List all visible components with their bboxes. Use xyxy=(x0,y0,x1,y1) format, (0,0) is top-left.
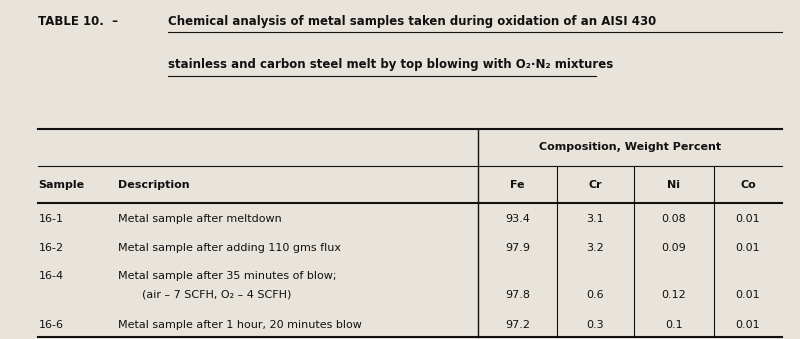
Text: 0.12: 0.12 xyxy=(662,290,686,300)
Text: 0.08: 0.08 xyxy=(662,214,686,224)
Text: 3.2: 3.2 xyxy=(586,243,604,253)
Text: 0.1: 0.1 xyxy=(665,320,682,330)
Text: 93.4: 93.4 xyxy=(505,214,530,224)
Text: Composition, Weight Percent: Composition, Weight Percent xyxy=(539,142,722,153)
Text: Metal sample after 35 minutes of blow;: Metal sample after 35 minutes of blow; xyxy=(118,272,337,281)
Text: Fe: Fe xyxy=(510,180,525,190)
Text: Description: Description xyxy=(118,180,190,190)
Text: Ni: Ni xyxy=(667,180,680,190)
Text: 0.6: 0.6 xyxy=(586,290,604,300)
Text: 16-2: 16-2 xyxy=(38,243,63,253)
Text: 97.9: 97.9 xyxy=(505,243,530,253)
Text: Co: Co xyxy=(740,180,756,190)
Text: Sample: Sample xyxy=(38,180,85,190)
Text: Metal sample after meltdown: Metal sample after meltdown xyxy=(118,214,282,224)
Text: TABLE 10.  –: TABLE 10. – xyxy=(38,15,118,28)
Text: 16-1: 16-1 xyxy=(38,214,63,224)
Text: 97.8: 97.8 xyxy=(505,290,530,300)
Text: Metal sample after adding 110 gms flux: Metal sample after adding 110 gms flux xyxy=(118,243,342,253)
Text: 0.01: 0.01 xyxy=(736,214,760,224)
Text: 0.01: 0.01 xyxy=(736,243,760,253)
Text: Chemical analysis of metal samples taken during oxidation of an AISI 430: Chemical analysis of metal samples taken… xyxy=(168,15,656,28)
Text: stainless and carbon steel melt by top blowing with O₂·N₂ mixtures: stainless and carbon steel melt by top b… xyxy=(168,58,614,71)
Text: 16-4: 16-4 xyxy=(38,272,63,281)
Text: 97.2: 97.2 xyxy=(505,320,530,330)
Text: 0.3: 0.3 xyxy=(586,320,604,330)
Text: 0.01: 0.01 xyxy=(736,320,760,330)
Text: 0.09: 0.09 xyxy=(662,243,686,253)
Text: 3.1: 3.1 xyxy=(586,214,604,224)
Text: 16-6: 16-6 xyxy=(38,320,63,330)
Text: 0.01: 0.01 xyxy=(736,290,760,300)
Text: (air – 7 SCFH, O₂ – 4 SCFH): (air – 7 SCFH, O₂ – 4 SCFH) xyxy=(142,290,292,300)
Text: Cr: Cr xyxy=(588,180,602,190)
Text: Metal sample after 1 hour, 20 minutes blow: Metal sample after 1 hour, 20 minutes bl… xyxy=(118,320,362,330)
